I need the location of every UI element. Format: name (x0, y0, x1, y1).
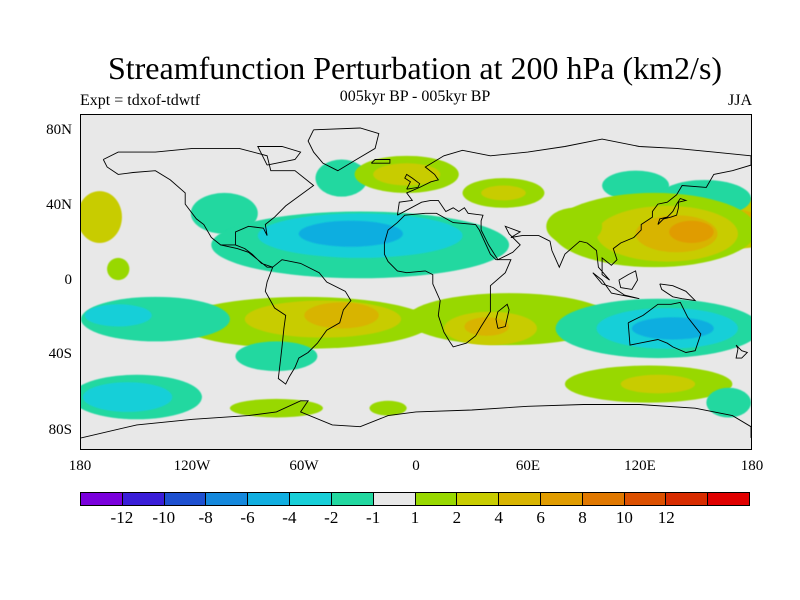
coastline-borneo (618, 270, 638, 290)
colorbar-segment-14 (666, 493, 709, 505)
contour-region-3 (190, 192, 258, 234)
coastline-madagascar (495, 303, 510, 329)
coastline-eurasia (396, 138, 751, 281)
coastline-great-britain (404, 173, 421, 190)
lat-label-80s: 80S (48, 422, 72, 438)
map-svg (81, 115, 751, 449)
colorbar-label: 10 (615, 508, 633, 527)
colorbar (80, 492, 750, 506)
lon-label-180e: 180 (740, 458, 764, 474)
colorbar-segment-0 (81, 493, 123, 505)
colorbar-label: -10 (152, 508, 176, 527)
colorbar-label: -2 (324, 508, 339, 527)
season-label: JJA (727, 92, 752, 109)
lat-label-0: 0 (64, 272, 73, 288)
contour-region-35 (82, 382, 173, 412)
colorbar-segment-12 (582, 493, 625, 505)
contour-region-13 (602, 170, 670, 201)
contour-region-4 (107, 257, 130, 281)
lon-label-120w: 120W (173, 458, 211, 474)
colorbar-segment-8 (415, 493, 458, 505)
contour-region-18 (669, 220, 714, 244)
coastline-south-america (264, 259, 352, 385)
coastline-north-america (102, 147, 315, 246)
lon-label-120e: 120E (624, 458, 656, 474)
coastline-australia (627, 301, 702, 353)
colorbar-label: 1 (410, 508, 420, 527)
colorbar-segment-6 (331, 493, 374, 505)
colorbar-segment-3 (206, 493, 249, 505)
lon-label-180w: 180 (68, 458, 92, 474)
colorbar-label: 12 (657, 508, 675, 527)
lat-label-40s: 40S (48, 346, 72, 362)
period-subtitle: 005kyr BP - 005kyr BP (339, 88, 491, 105)
lon-label-0: 0 (412, 458, 420, 474)
colorbar-segment-1 (122, 493, 165, 505)
colorbar-label: 2 (452, 508, 462, 527)
colorbar-label: -12 (110, 508, 134, 527)
colorbar-segment-10 (499, 493, 541, 505)
contour-region-24 (84, 304, 152, 327)
contour-region-37 (369, 400, 407, 416)
experiment-label: Expt = tdxof-tdwtf (80, 92, 201, 109)
lat-label-40n: 40N (46, 197, 72, 213)
contour-region-12 (481, 185, 526, 201)
colorbar-segment-9 (457, 493, 500, 505)
colorbar-segment-13 (624, 493, 667, 505)
coastline-new-guinea (659, 283, 697, 302)
coastline-africa (383, 212, 512, 348)
coastline-japan (657, 197, 688, 225)
contour-region-8 (315, 159, 368, 197)
colorbar-segment-15 (708, 493, 749, 505)
contour-region-36 (229, 398, 323, 418)
contour-region-7 (298, 220, 403, 247)
colorbar-label: -6 (240, 508, 255, 527)
coastline-layer (81, 127, 751, 439)
contour-region-33 (620, 374, 696, 394)
plot-title: Streamfunction Perturbation at 200 hPa (… (107, 50, 723, 86)
contour-region-28 (464, 317, 510, 336)
coastline-new-zealand (735, 344, 749, 359)
map-panel (80, 114, 752, 450)
coastline-iceland (370, 159, 391, 164)
colorbar-segment-5 (290, 493, 332, 505)
contour-region-38 (706, 387, 751, 418)
lon-label-60w: 60W (289, 458, 319, 474)
contour-region-19 (546, 207, 603, 245)
colorbar-segment-7 (373, 493, 416, 505)
colorbar-label: -8 (198, 508, 213, 527)
coastline-baffin-island (257, 146, 302, 166)
coastline-indonesia (592, 272, 640, 300)
colorbar-label: 4 (494, 508, 504, 527)
coastline-antarctica (81, 400, 751, 439)
contour-fill-layer (81, 155, 751, 420)
contour-region-25 (235, 341, 318, 372)
colorbar-label: 8 (578, 508, 587, 527)
contour-region-31 (631, 317, 714, 340)
coastline-central-america (220, 244, 273, 268)
contour-region-2 (81, 191, 122, 244)
colorbar-label: 6 (536, 508, 545, 527)
colorbar-segment-11 (540, 493, 583, 505)
coastline-greenland (307, 127, 380, 172)
colorbar-label: -1 (366, 508, 381, 527)
lat-label-80n: 80N (46, 122, 72, 138)
colorbar-segment-4 (248, 493, 291, 505)
lon-label-60e: 60E (515, 458, 541, 474)
colorbar-label: -4 (282, 508, 297, 527)
colorbar-segment-2 (164, 493, 207, 505)
